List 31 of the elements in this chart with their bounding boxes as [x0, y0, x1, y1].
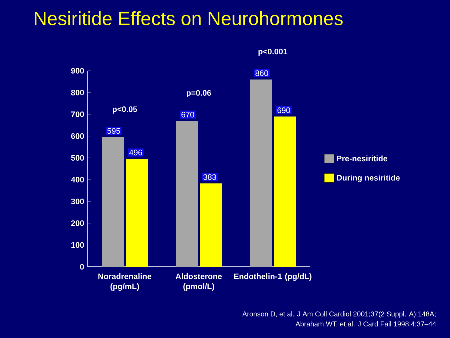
x-tick-label: Noradrenaline (pg/mL) — [98, 274, 152, 292]
data-label: 595 — [108, 128, 120, 134]
data-label: 383 — [204, 174, 216, 180]
text: p<0.001 — [258, 48, 288, 56]
x-tick-label: Aldosterone (pmol/L) — [176, 274, 222, 291]
y-tick-label: 700 — [71, 112, 84, 118]
data-label: 690 — [278, 108, 290, 114]
bar — [176, 121, 198, 267]
annotation: p<0.05 — [112, 106, 138, 114]
y-tick-label: 300 — [71, 198, 84, 205]
annotation: p=0.06 — [186, 90, 212, 98]
data-label: 670 — [182, 112, 194, 118]
y-tick-label: 500 — [71, 155, 84, 161]
y-tick-label: 800 — [71, 90, 84, 96]
y-tick-label: 400 — [71, 177, 84, 183]
bar — [126, 158, 148, 267]
legend-label: Pre-nesiritide — [337, 156, 388, 162]
y-tick-label: 0 — [80, 264, 84, 270]
data-label: 860 — [256, 70, 268, 76]
bar — [250, 80, 272, 267]
bar — [200, 184, 222, 267]
y-tick-label: 900 — [71, 68, 84, 74]
y-tick-label: 100 — [72, 242, 84, 248]
y-tick-label: 200 — [71, 220, 84, 226]
data-label: 496 — [130, 150, 142, 156]
x-tick-label: Endothelin-1 (pg/dL) — [234, 274, 312, 282]
legend-label: During nesiritide — [337, 174, 400, 182]
y-tick-label: 600 — [71, 134, 84, 140]
chart-title: Nesiritide Effects on Neurohormones — [35, 12, 343, 26]
bar — [102, 137, 124, 267]
bar — [274, 116, 296, 267]
